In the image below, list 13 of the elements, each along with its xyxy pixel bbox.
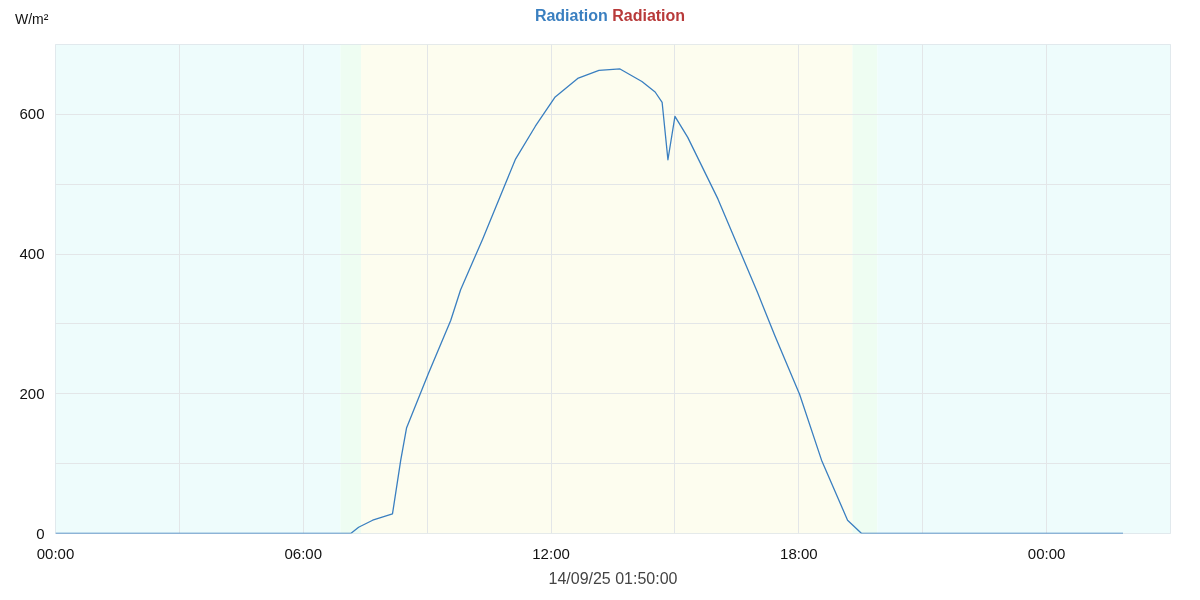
x-tick-label: 12:00 [532, 544, 570, 562]
x-axis-title: 14/09/25 01:50:00 [548, 569, 678, 587]
x-tick-label: 18:00 [780, 544, 818, 562]
y-tick-label: 400 [19, 245, 45, 263]
y-tick-label: 200 [19, 384, 45, 402]
x-tick-label: 00:00 [36, 544, 75, 562]
y-axis-title: W/m² [15, 10, 49, 29]
y-tick-label: 0 [36, 524, 45, 542]
text: Radiation [534, 7, 608, 24]
x-tick-label: 06:00 [284, 544, 323, 562]
chart-title: Radiation [612, 7, 686, 24]
x-tick-label: 00:00 [1027, 544, 1066, 562]
y-tick-label: 600 [19, 105, 45, 123]
